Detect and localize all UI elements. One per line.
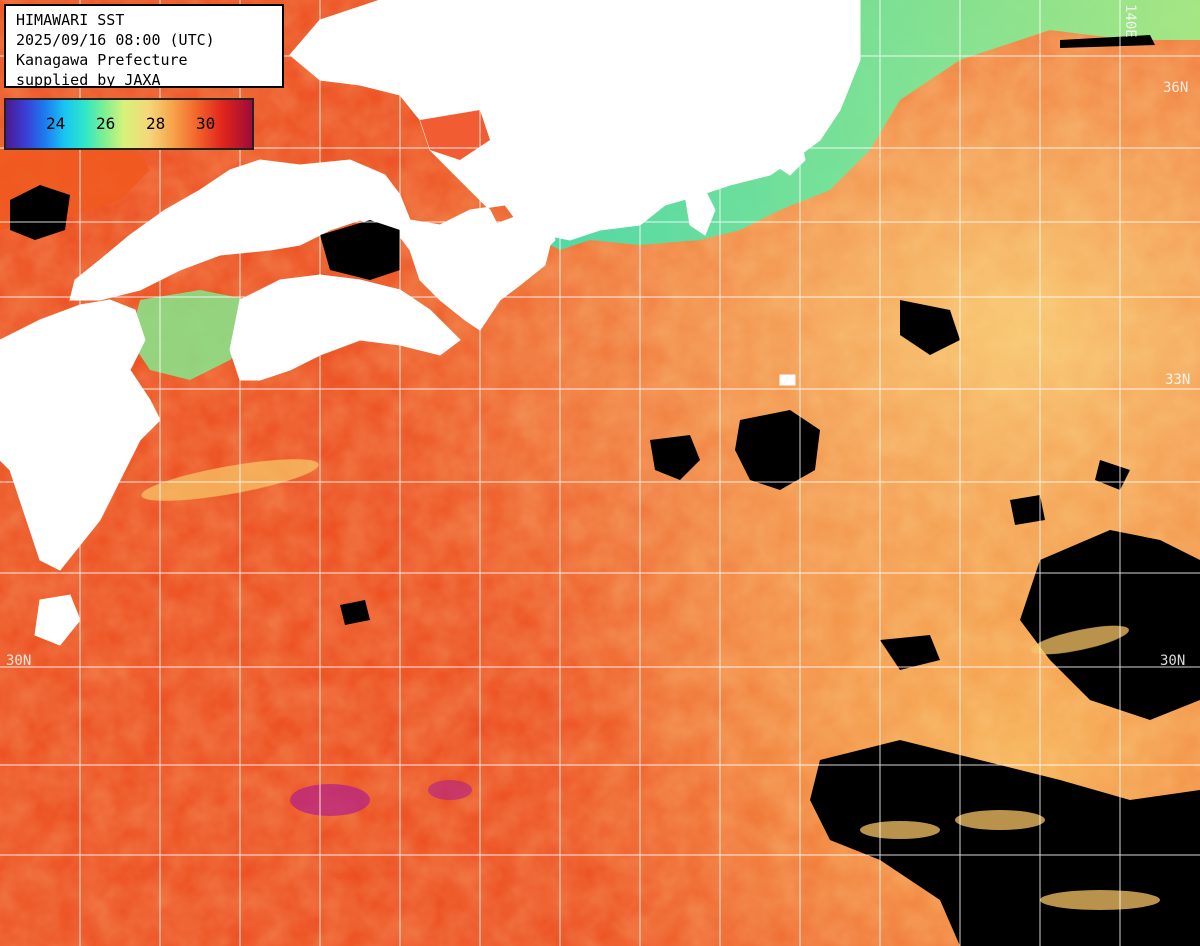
warm-streak xyxy=(860,821,940,839)
no-data-patch xyxy=(735,410,820,490)
kii-peninsula xyxy=(479,209,556,276)
legend-label-24: 24 xyxy=(46,114,66,133)
warm-streak xyxy=(1040,890,1160,910)
grid-label-lat-30-right: 30N xyxy=(1160,653,1186,669)
grid-label-lat-33-right: 33N xyxy=(1165,372,1191,388)
info-box: HIMAWARI SST 2025/09/16 08:00 (UTC) Kana… xyxy=(4,4,284,89)
cool-inland-sea xyxy=(130,290,260,380)
grid-label-lon-140: 140E xyxy=(1122,4,1138,38)
info-title: HIMAWARI SST xyxy=(16,11,125,29)
info-supplier: supplied by JAXA xyxy=(16,71,161,89)
hot-spot xyxy=(428,780,472,800)
legend-label-30: 30 xyxy=(196,114,216,133)
no-data-patch xyxy=(650,435,700,480)
grid-label-lon-136: 136E xyxy=(482,8,498,42)
temperature-legend: 24 26 28 30 xyxy=(4,98,254,150)
no-data-patch xyxy=(340,600,370,625)
info-source-prefecture: Kanagawa Prefecture xyxy=(16,51,188,69)
no-data-patch xyxy=(10,185,70,240)
shikoku xyxy=(229,274,461,381)
island xyxy=(779,374,796,386)
no-data-patch xyxy=(1020,530,1200,720)
legend-label-26: 26 xyxy=(96,114,116,133)
info-datetime: 2025/09/16 08:00 (UTC) xyxy=(16,31,215,49)
warm-streaks xyxy=(141,459,1160,910)
grid-label-lat-33-left: 33N xyxy=(6,372,32,388)
no-data-patch xyxy=(900,300,960,355)
no-data-patch xyxy=(1010,495,1045,525)
hot-spot xyxy=(290,784,370,816)
no-data-patch xyxy=(320,220,400,280)
island xyxy=(774,134,806,176)
warm-streak xyxy=(955,810,1045,830)
no-data-patch xyxy=(1060,35,1155,48)
warm-streak xyxy=(1031,625,1129,655)
no-data-patch xyxy=(880,635,940,670)
island xyxy=(19,374,46,406)
warm-streak xyxy=(141,459,319,501)
legend-label-28: 28 xyxy=(146,114,166,133)
land xyxy=(0,0,861,646)
grid-label-lat-36: 36N xyxy=(1163,80,1189,96)
island xyxy=(34,594,81,646)
grid-label-lat-30-left: 30N xyxy=(6,653,32,669)
